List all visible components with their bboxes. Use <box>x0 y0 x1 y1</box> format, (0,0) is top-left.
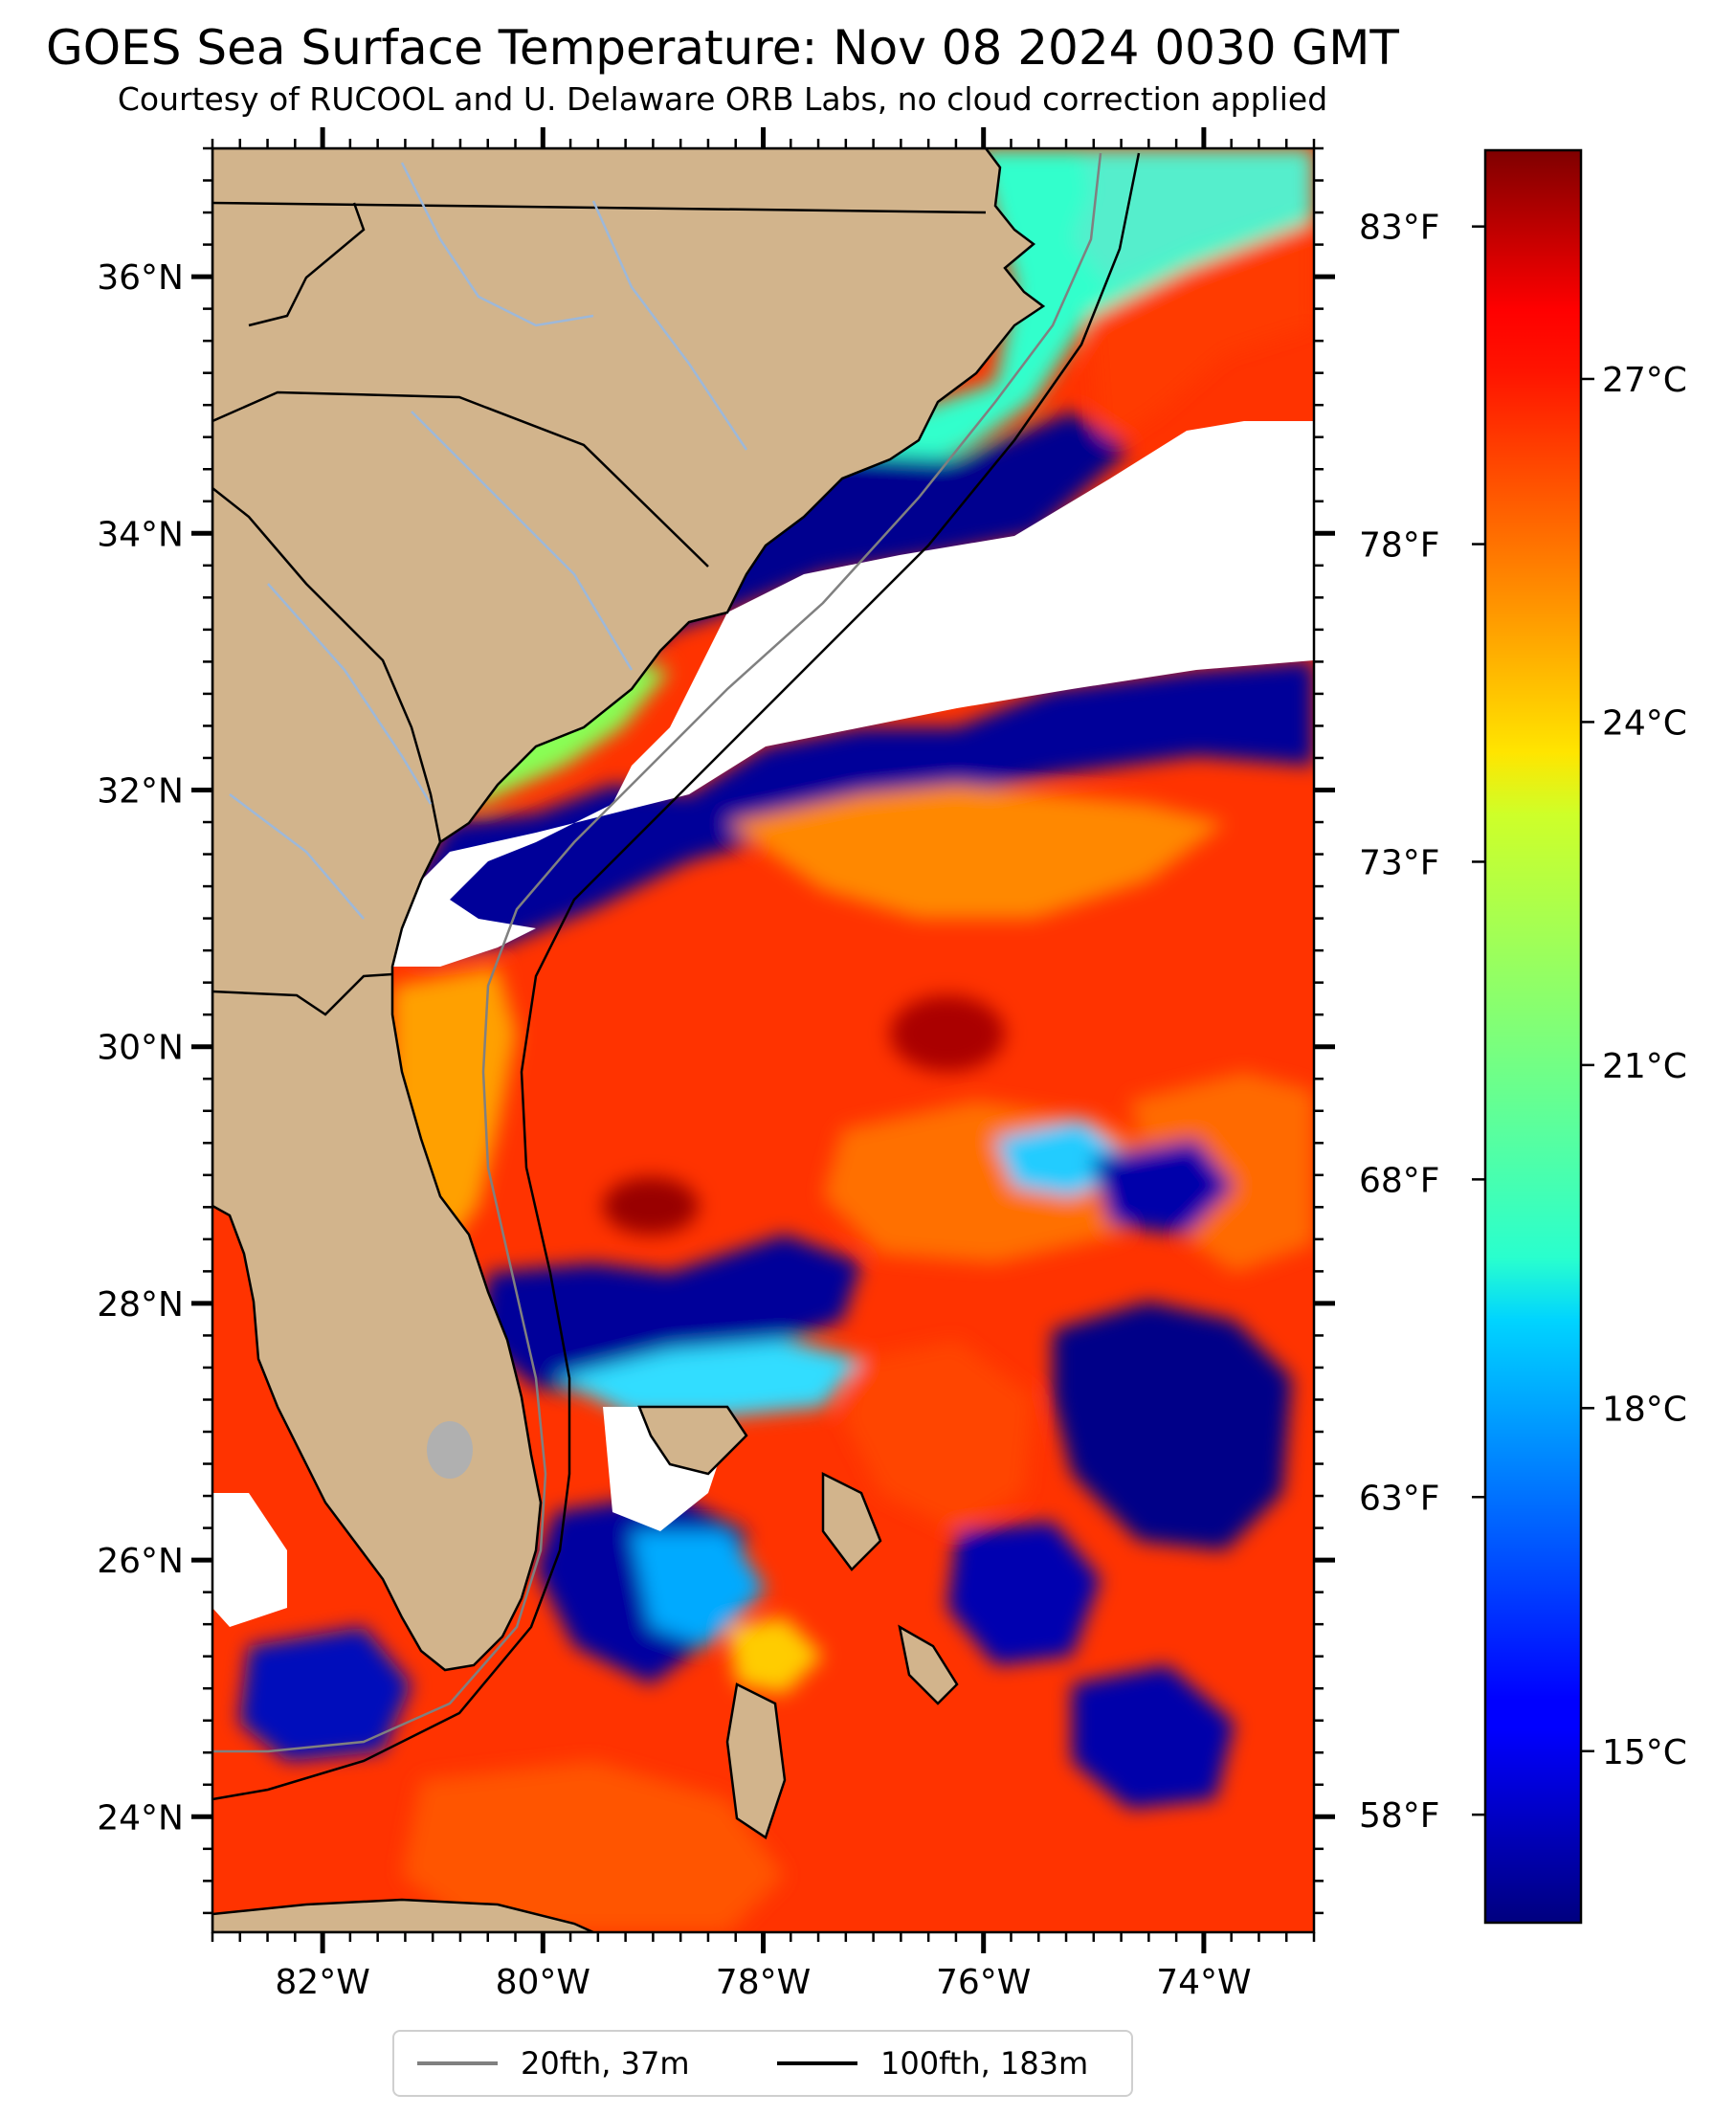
lon-axis-bottom: 82°W 80°W 78°W 76°W 74°W <box>211 1932 1316 2002</box>
river-2 <box>591 200 748 451</box>
cool-band-28n-cyan <box>555 1340 861 1416</box>
lat-tick-label: 24°N <box>97 1798 184 1838</box>
hot-spot-1 <box>890 995 1005 1072</box>
colorbar-fahrenheit-label: 73°F <box>1359 843 1440 882</box>
warm-tongue-bahamas <box>842 1340 1034 1531</box>
colorbar-celsius-axis: 15°C 18°C 21°C 24°C 27°C <box>1581 361 1687 1772</box>
border-nc-sc <box>212 390 709 568</box>
cold-patch-east <box>1053 1302 1292 1550</box>
state-borders <box>212 201 987 1016</box>
lat-tick-label: 34°N <box>97 515 184 554</box>
border-ga-fl <box>212 972 393 1016</box>
border-sc-ga <box>212 487 442 843</box>
bathy-20fth-contour <box>212 152 1102 1753</box>
lat-tick-label: 36°N <box>97 258 184 298</box>
river-3 <box>411 411 634 671</box>
legend: 20fth, 37m 100fth, 183m <box>392 2030 1133 2097</box>
bathy-100fth-contour <box>212 152 1141 1801</box>
cold-area-florida-keys <box>239 1627 412 1761</box>
colorbar-fahrenheit-label: 78°F <box>1359 526 1440 566</box>
hot-spot-2 <box>603 1177 699 1235</box>
legend-label-20fth: 20fth, 37m <box>521 2045 690 2082</box>
colorbar-celsius-label: 18°C <box>1602 1390 1687 1429</box>
colorbar-celsius-label: 27°C <box>1602 361 1687 400</box>
border-ga-al <box>248 202 366 327</box>
land-bahamas-eleuthera <box>898 1624 959 1705</box>
lat-axis-right-ticks <box>1314 146 1335 1915</box>
lon-tick-label: 76°W <box>936 1963 1031 2002</box>
lat-tick-label: 30°N <box>97 1029 184 1068</box>
legend-item-20fth: 20fth, 37m <box>417 2032 689 2095</box>
river-1 <box>400 162 594 327</box>
cloud-mask-west-florida <box>212 1493 287 1627</box>
rivers <box>229 162 748 920</box>
colorbar-celsius-label: 15°C <box>1602 1733 1687 1772</box>
lat-axis-left: 36°N 34°N 32°N 30°N 28°N 26°N 24°N <box>97 146 212 1915</box>
border-va-nc <box>212 201 987 214</box>
colorbar <box>1483 148 1583 1925</box>
river-5 <box>229 793 365 920</box>
lon-tick-label: 74°W <box>1156 1963 1251 2002</box>
warm-orange-south <box>402 1761 785 1932</box>
colorbar-fahrenheit-label: 83°F <box>1359 209 1440 248</box>
colorbar-celsius-label: 24°C <box>1602 703 1687 743</box>
warm-yellow-south <box>727 1617 823 1694</box>
cool-filament-2 <box>1091 1139 1235 1235</box>
colorbar-fahrenheit-label: 63°F <box>1359 1479 1440 1518</box>
land-cuba <box>212 1898 594 1932</box>
lon-axis-top-ticks <box>211 127 1316 148</box>
sst-map-figure: 36°N 34°N 32°N 30°N 28°N 26°N 24°N 82°W 80°W 78°… <box>97 127 1687 2002</box>
river-4 <box>267 583 433 805</box>
colorbar-fahrenheit-label: 68°F <box>1359 1161 1440 1200</box>
warm-orange-central <box>727 785 1225 919</box>
land-bahamas-abaco <box>821 1471 882 1571</box>
cold-band-28n <box>479 1235 861 1397</box>
legend-swatch-20fth <box>417 2061 498 2065</box>
cool-area-south-2 <box>632 1531 766 1646</box>
lat-tick-label: 32°N <box>97 772 184 812</box>
cold-area-se <box>1072 1665 1235 1809</box>
land-southeast-us <box>212 148 1046 1672</box>
legend-item-100fth: 100fth, 183m <box>777 2032 1088 2095</box>
legend-swatch-100fth <box>777 2061 857 2065</box>
lat-tick-label: 28°N <box>97 1285 184 1325</box>
legend-label-100fth: 100fth, 183m <box>880 2045 1089 2082</box>
map-panel <box>212 148 1314 1932</box>
land-bahamas-grand <box>637 1405 748 1476</box>
lon-tick-label: 82°W <box>275 1963 369 2002</box>
cold-area-south-3 <box>947 1522 1101 1665</box>
lon-tick-label: 80°W <box>496 1963 590 2002</box>
colorbar-fahrenheit-label: 58°F <box>1359 1796 1440 1836</box>
colorbar-fahrenheit-axis: 58°F 63°F 68°F 73°F 78°F 83°F <box>1359 209 1485 1836</box>
lat-tick-label: 26°N <box>97 1542 184 1581</box>
cold-band-carolinas <box>574 412 1129 689</box>
lon-tick-label: 78°W <box>716 1963 811 2002</box>
colorbar-celsius-label: 21°C <box>1602 1047 1687 1086</box>
lake-okeechobee <box>427 1421 473 1479</box>
map-subtitle: Courtesy of RUCOOL and U. Delaware ORB L… <box>117 80 1328 118</box>
cloud-mask-north-offshore <box>383 421 1314 967</box>
gulf-stream-north <box>1091 220 1314 450</box>
land <box>212 148 1046 1932</box>
map-title: GOES Sea Surface Temperature: Nov 08 202… <box>46 20 1399 76</box>
land-bahamas-andros <box>725 1682 787 1839</box>
